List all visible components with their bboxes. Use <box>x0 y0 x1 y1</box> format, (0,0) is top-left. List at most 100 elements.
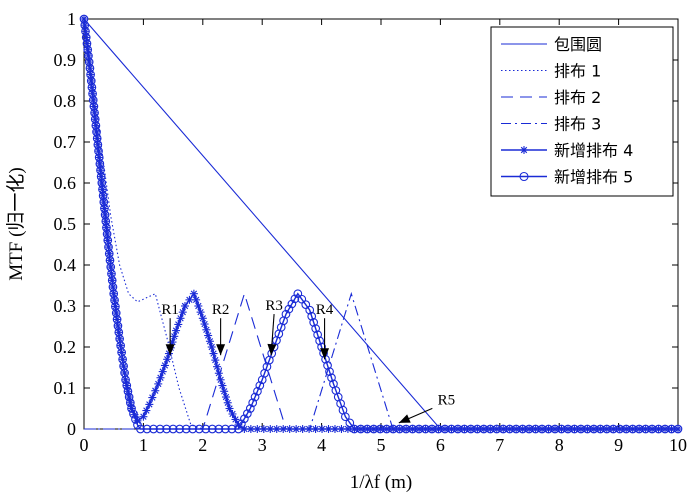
circle-marker <box>94 146 103 156</box>
star-marker <box>172 326 181 335</box>
circle-marker <box>660 424 670 434</box>
circle-marker <box>107 276 117 285</box>
circle-marker <box>544 424 553 434</box>
circle-marker <box>104 249 114 259</box>
circle-marker <box>583 424 592 434</box>
star-marker <box>207 343 216 351</box>
x-tick-label: 9 <box>614 435 623 455</box>
circle-marker <box>111 308 121 318</box>
circle-marker <box>505 424 515 434</box>
annotation-r4: R4 <box>316 302 334 360</box>
star-marker <box>214 369 223 378</box>
annotation-r2: R2 <box>212 302 229 356</box>
star-marker <box>142 406 151 415</box>
star-marker <box>311 425 320 433</box>
star-marker <box>178 308 187 317</box>
annotation-arrow-head <box>216 344 226 356</box>
circle-marker <box>634 424 644 434</box>
y-tick-label: 1 <box>67 9 76 29</box>
circle-marker <box>122 381 132 390</box>
legend-item: 排布 2 <box>501 88 601 107</box>
circle-marker <box>96 165 105 175</box>
circle-marker <box>113 321 123 331</box>
circle-marker <box>563 424 573 434</box>
circle-marker <box>101 216 111 226</box>
circle-marker <box>290 294 300 304</box>
circle-marker <box>92 134 102 143</box>
annotation-r1: R1 <box>161 302 179 356</box>
circle-marker <box>85 63 95 73</box>
y-tick-label: 0 <box>67 419 76 439</box>
circle-marker <box>325 367 334 376</box>
annotation-arrow-head <box>398 414 411 423</box>
circle-marker <box>255 381 265 390</box>
legend-label: 排布 2 <box>554 88 601 107</box>
star-marker <box>160 361 169 370</box>
circle-marker <box>281 309 291 319</box>
circle-marker <box>447 424 456 434</box>
annotation-label: R1 <box>161 302 179 318</box>
circle-marker <box>375 424 385 434</box>
circle-marker <box>305 305 315 315</box>
x-tick-label: 6 <box>436 435 445 455</box>
star-marker <box>194 302 203 310</box>
circle-marker <box>112 315 122 324</box>
circle-marker <box>109 289 119 299</box>
circle-marker <box>105 256 115 265</box>
circle-marker <box>214 424 224 434</box>
star-marker <box>223 398 232 407</box>
circle-marker <box>96 172 106 181</box>
circle-marker <box>111 302 120 311</box>
circle-marker <box>181 424 191 434</box>
x-axis-title: 1/λf (m) <box>350 472 413 493</box>
circle-marker <box>311 324 321 333</box>
circle-marker <box>356 424 366 434</box>
circle-marker <box>98 191 108 201</box>
star-marker <box>145 400 154 409</box>
star-marker <box>198 314 207 323</box>
circle-marker <box>427 424 437 434</box>
legend-item: 新增排布 5 <box>501 168 633 187</box>
circle-marker <box>608 424 618 434</box>
circle-marker <box>115 334 124 344</box>
circle-marker <box>654 424 663 434</box>
circle-marker <box>201 424 211 434</box>
legend-box <box>490 26 674 197</box>
circle-marker <box>80 20 90 30</box>
circle-marker <box>82 39 92 48</box>
circle-marker <box>98 185 107 194</box>
circle-marker <box>142 424 152 434</box>
circle-marker <box>84 51 93 61</box>
circle-marker <box>369 424 379 434</box>
circle-marker <box>485 424 495 434</box>
circle-marker <box>341 412 350 422</box>
circle-marker <box>79 14 89 24</box>
star-marker <box>185 295 194 304</box>
circle-marker <box>240 414 249 424</box>
circle-marker <box>395 424 404 434</box>
circle-marker <box>127 404 136 413</box>
circle-marker <box>362 424 372 434</box>
circle-marker <box>621 424 631 434</box>
circle-marker <box>110 295 119 305</box>
annotation-r3: R3 <box>265 298 283 356</box>
axis-ticks: 0 1 2 3 4 5 6 7 8 9 10 0 0.1 0.2 0.3 0.4 0.5 0.6 0.7 0.8 0.9… <box>54 9 688 455</box>
circle-marker <box>104 242 113 252</box>
y-tick-label: 0.8 <box>54 91 77 111</box>
circle-marker <box>188 424 198 434</box>
y-tick-label: 0.5 <box>54 214 77 234</box>
circle-marker <box>479 424 489 434</box>
circle-marker <box>86 76 96 86</box>
x-tick-label: 8 <box>555 435 564 455</box>
star-marker <box>202 325 211 334</box>
circle-marker <box>595 424 605 434</box>
x-tick-label: 0 <box>80 435 89 455</box>
annotation-arrow-head <box>267 343 277 356</box>
legend-item: 新增排布 4 <box>501 141 633 160</box>
circle-marker <box>628 424 638 434</box>
circle-marker <box>673 424 683 434</box>
star-marker <box>154 379 163 388</box>
circle-marker <box>434 424 443 434</box>
